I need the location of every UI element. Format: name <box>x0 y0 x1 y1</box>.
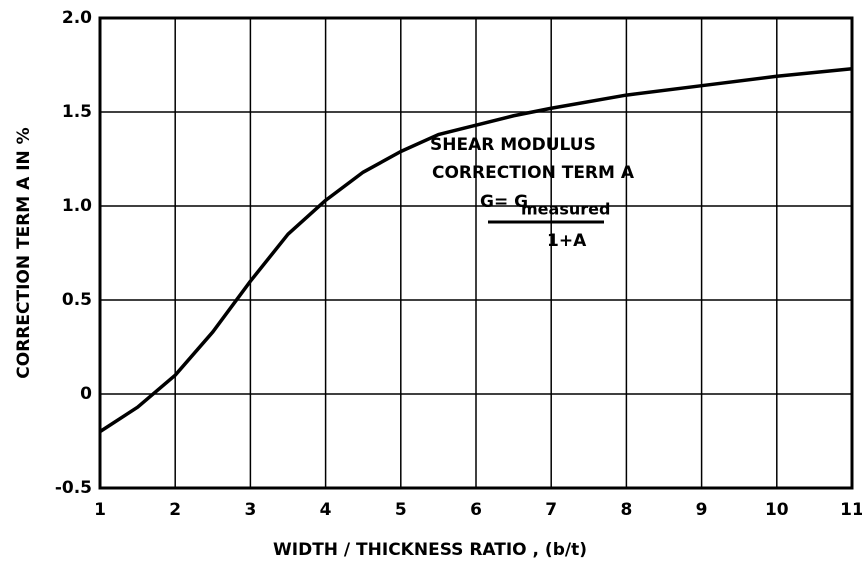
x-tick-label: 6 <box>470 500 482 520</box>
y-tick-label: -0.5 <box>55 478 92 498</box>
x-tick-label: 11 <box>840 500 862 520</box>
x-tick-label: 5 <box>395 500 407 520</box>
x-tick-label: 7 <box>545 500 557 520</box>
y-tick-label: 1.0 <box>62 196 92 216</box>
x-tick-label: 2 <box>169 500 181 520</box>
y-tick-label: 0 <box>80 384 92 404</box>
y-tick-label: 2.0 <box>62 8 92 28</box>
x-tick-label: 4 <box>320 500 332 520</box>
y-tick-label: 1.5 <box>62 102 92 122</box>
x-tick-label: 10 <box>765 500 789 520</box>
x-tick-label: 3 <box>244 500 256 520</box>
y-tick-label: 0.5 <box>62 290 92 310</box>
x-axis-label: WIDTH / THICKNESS RATIO , (b/t) <box>273 540 587 560</box>
x-tick-label: 1 <box>94 500 106 520</box>
x-tick-label: 8 <box>620 500 632 520</box>
annotation: SHEAR MODULUS <box>430 135 596 155</box>
annotation: G= G <box>480 192 528 212</box>
data-line <box>99 67 853 434</box>
y-axis-label: CORRECTION TERM A IN % <box>14 127 34 378</box>
x-tick-label: 9 <box>696 500 708 520</box>
annotation: measured <box>521 200 610 219</box>
annotation: CORRECTION TERM A <box>432 163 635 183</box>
annotation: 1+A <box>547 231 587 251</box>
plot-frame <box>98 16 854 490</box>
